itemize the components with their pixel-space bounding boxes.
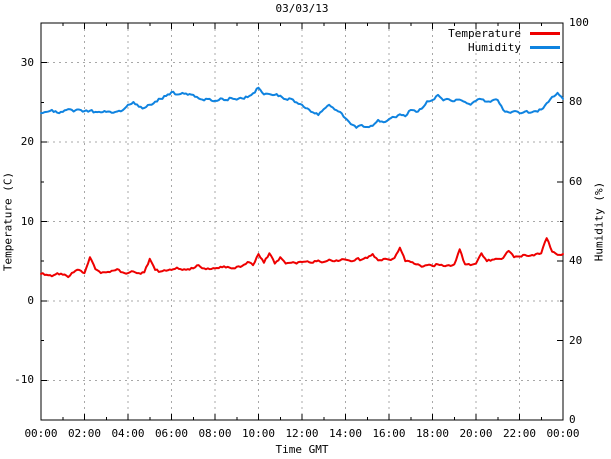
x-tick-label: 02:00 [67, 427, 102, 440]
x-tick-label: 20:00 [459, 427, 493, 440]
right-y-tick-label: 0 [569, 413, 576, 426]
x-tick-label: 14:00 [328, 427, 363, 440]
legend-item-temperature: Temperature [448, 26, 560, 40]
left-y-tick-label: 20 [20, 135, 34, 149]
chart-title: 03/03/13 [275, 2, 329, 15]
right-y-tick-label: 40 [569, 254, 583, 268]
legend-item-humidity: Humidity [448, 40, 560, 54]
left-y-tick-label: 0 [27, 293, 34, 307]
left-y-tick-label: 10 [20, 214, 34, 228]
x-tick-label: 18:00 [415, 427, 450, 440]
x-tick-label: 06:00 [154, 427, 189, 440]
humidity-line-swatch [530, 45, 560, 49]
x-tick-label: 16:00 [372, 427, 406, 440]
legend-label-temperature: Temperature [448, 26, 521, 40]
right-y-tick-label: 20 [569, 333, 583, 347]
x-tick-label: 04:00 [111, 427, 145, 440]
right-axis-title: Humidity (%) [592, 181, 606, 262]
legend-label-humidity: Humidity [468, 40, 521, 54]
x-tick-label: 12:00 [285, 427, 319, 440]
x-tick-label: 10:00 [241, 427, 276, 440]
x-tick-label: 00:00 [546, 427, 580, 440]
right-y-tick-label: 60 [569, 174, 583, 188]
left-y-tick-label: -10 [14, 373, 34, 387]
x-axis-title: Time GMT [275, 443, 329, 456]
right-y-tick-label: 100 [569, 16, 589, 29]
x-tick-label: 00:00 [24, 427, 58, 440]
legend: Temperature Humidity [448, 26, 560, 54]
x-tick-label: 08:00 [198, 427, 232, 440]
x-tick-label: 22:00 [502, 427, 537, 440]
right-y-tick-label: 80 [569, 95, 583, 109]
left-y-tick-label: 30 [20, 55, 34, 69]
temperature-line-swatch [530, 31, 560, 35]
